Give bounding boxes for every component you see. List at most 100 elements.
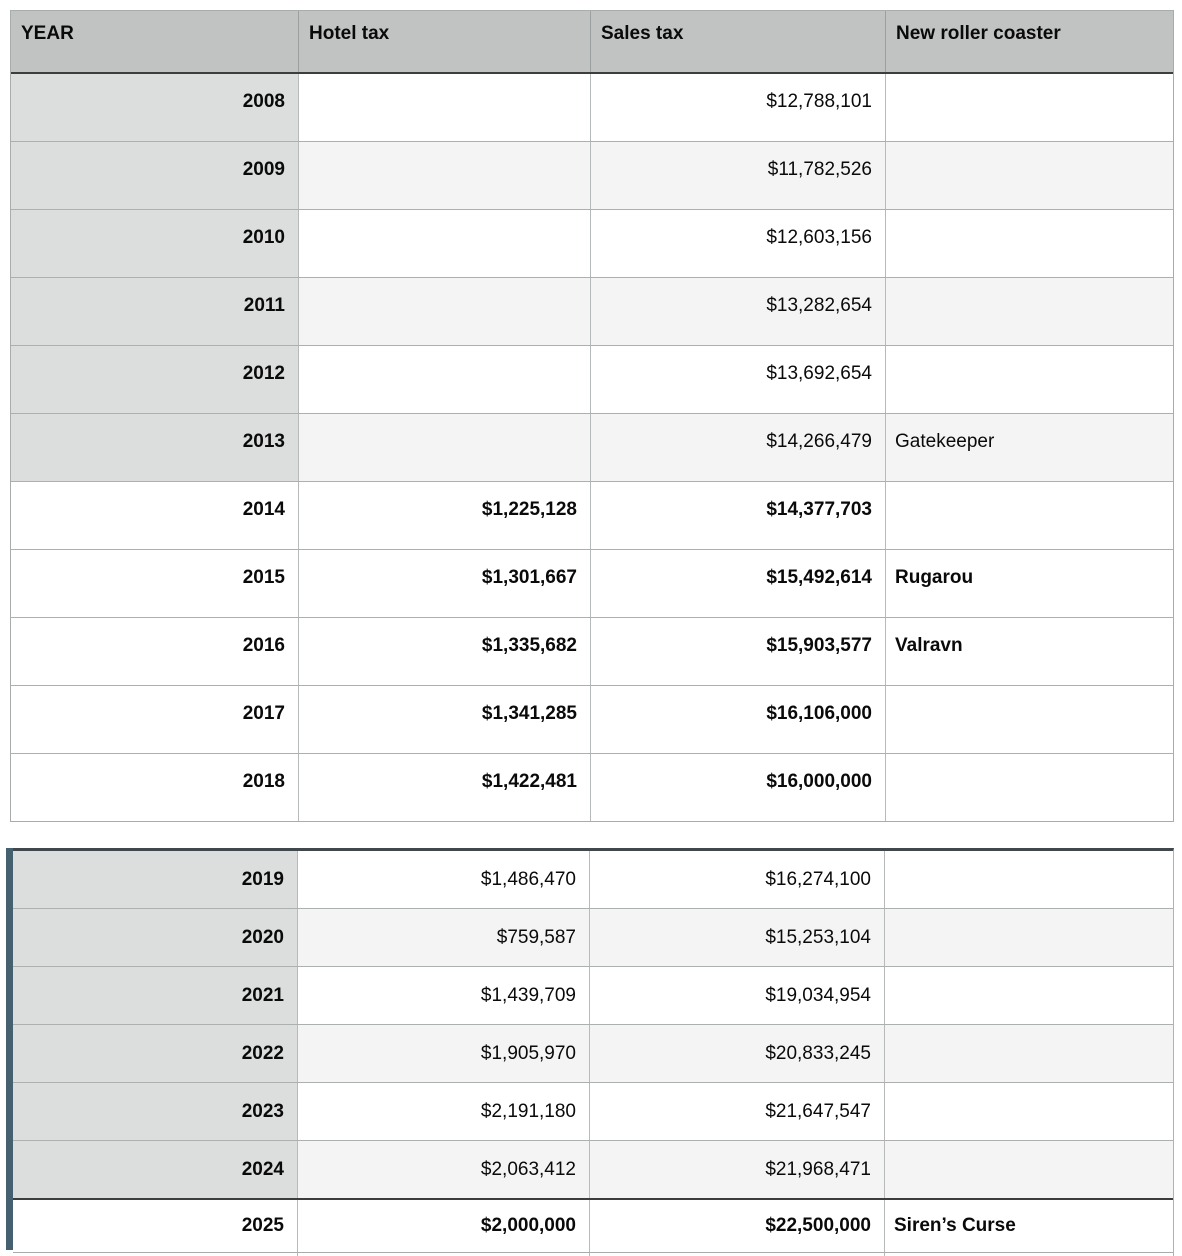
lower-rows: 2019 $1,486,470 $16,274,100 2020 $759,587 $15…	[13, 851, 1173, 1252]
table-row: 2008 $12,788,101	[11, 74, 1173, 141]
table-row: 2024 $2,063,412 $21,968,471	[13, 1140, 1173, 1198]
table-row: 2022 $1,905,970 $20,833,245	[13, 1024, 1173, 1082]
year-cell[interactable]: 2022	[13, 1025, 298, 1082]
selection-edge-bar	[6, 848, 13, 1250]
table-row: 2016 $1,335,682 $15,903,577 Valravn	[11, 617, 1173, 685]
hotel-tax-cell[interactable]: $1,439,709	[298, 967, 590, 1024]
hotel-tax-cell[interactable]	[299, 278, 591, 345]
header-row: YEAR Hotel tax Sales tax New roller coaster	[11, 11, 1173, 74]
coaster-cell[interactable]	[886, 686, 1173, 753]
table-row: 2011 $13,282,654	[11, 277, 1173, 345]
coaster-cell[interactable]: Rugarou	[895, 566, 974, 588]
hotel-tax-cell[interactable]	[299, 210, 591, 277]
table-row: 2023 $2,191,180 $21,647,547	[13, 1082, 1173, 1140]
year-cell[interactable]: 2021	[13, 967, 298, 1024]
sales-tax-cell[interactable]: $21,647,547	[590, 1083, 885, 1140]
coaster-cell[interactable]	[886, 142, 1173, 209]
year-cell[interactable]: 2020	[13, 909, 298, 966]
sales-tax-cell[interactable]: $13,282,654	[591, 278, 886, 345]
coaster-cell[interactable]	[886, 346, 1173, 413]
year-cell[interactable]: 2019	[13, 851, 298, 908]
table-row: 2021 $1,439,709 $19,034,954	[13, 966, 1173, 1024]
year-cell[interactable]: 2012	[11, 346, 299, 413]
year-cell[interactable]: 2011	[11, 278, 299, 345]
year-cell[interactable]: 2018	[11, 754, 299, 821]
table-row: 2014 $1,225,128 $14,377,703	[11, 481, 1173, 549]
hotel-tax-cell[interactable]: $1,225,128	[299, 482, 591, 549]
hotel-tax-cell[interactable]	[299, 346, 591, 413]
table-row: 2010 $12,603,156	[11, 209, 1173, 277]
year-cell[interactable]: 2008	[11, 74, 299, 141]
year-cell[interactable]: 2017	[11, 686, 299, 753]
coaster-cell[interactable]	[885, 1141, 1173, 1198]
tax-table-lower: 2019 $1,486,470 $16,274,100 2020 $759,587 $15…	[13, 848, 1174, 1256]
sales-tax-cell[interactable]: $12,788,101	[591, 74, 886, 141]
coaster-cell[interactable]: Valravn	[895, 634, 963, 656]
sales-tax-cell[interactable]: $11,782,526	[591, 142, 886, 209]
sales-tax-cell[interactable]: $19,034,954	[590, 967, 885, 1024]
column-header-new-roller-coaster[interactable]: New roller coaster	[896, 22, 1061, 44]
coaster-cell[interactable]	[886, 754, 1173, 821]
column-header-sales-tax[interactable]: Sales tax	[591, 11, 886, 72]
sales-tax-cell[interactable]: $15,253,104	[590, 909, 885, 966]
sales-tax-cell[interactable]: $16,106,000	[591, 686, 886, 753]
hotel-tax-cell[interactable]: $1,486,470	[298, 851, 590, 908]
hotel-tax-cell[interactable]: $2,000,000	[298, 1200, 590, 1252]
sales-tax-cell[interactable]: $16,274,100	[590, 851, 885, 908]
partial-next-row	[13, 1252, 1173, 1256]
year-cell[interactable]: 2023	[13, 1083, 298, 1140]
table-row: 2013 $14,266,479 Gatekeeper	[11, 413, 1173, 481]
hotel-tax-cell[interactable]: $1,335,682	[299, 618, 591, 685]
hotel-tax-cell[interactable]	[299, 414, 591, 481]
table-row: 2012 $13,692,654	[11, 345, 1173, 413]
sales-tax-cell[interactable]: $21,968,471	[590, 1141, 885, 1198]
coaster-cell[interactable]	[885, 1083, 1173, 1140]
table-row: 2015 $1,301,667 $15,492,614 Rugarou	[11, 549, 1173, 617]
hotel-tax-cell[interactable]	[299, 74, 591, 141]
sales-tax-cell[interactable]: $14,377,703	[591, 482, 886, 549]
coaster-cell[interactable]	[886, 74, 1173, 141]
hotel-tax-cell[interactable]: $759,587	[298, 909, 590, 966]
table-row: 2017 $1,341,285 $16,106,000	[11, 685, 1173, 753]
table-row: 2020 $759,587 $15,253,104	[13, 908, 1173, 966]
hotel-tax-cell[interactable]: $2,063,412	[298, 1141, 590, 1198]
coaster-cell[interactable]: Gatekeeper	[886, 414, 1173, 481]
hotel-tax-cell[interactable]: $1,905,970	[298, 1025, 590, 1082]
year-cell[interactable]: 2009	[11, 142, 299, 209]
year-cell[interactable]: 2010	[11, 210, 299, 277]
hotel-tax-cell[interactable]	[299, 142, 591, 209]
sales-tax-cell[interactable]: $15,492,614	[591, 550, 886, 617]
hotel-tax-cell[interactable]: $1,422,481	[299, 754, 591, 821]
year-cell[interactable]: 2025	[13, 1200, 298, 1252]
column-header-year[interactable]: YEAR	[11, 11, 299, 72]
year-cell[interactable]: 2013	[11, 414, 299, 481]
coaster-cell[interactable]	[886, 482, 1173, 549]
coaster-cell[interactable]	[885, 851, 1173, 908]
coaster-cell[interactable]	[885, 967, 1173, 1024]
sales-tax-cell[interactable]: $16,000,000	[591, 754, 886, 821]
hotel-tax-cell[interactable]: $2,191,180	[298, 1083, 590, 1140]
year-cell[interactable]: 2024	[13, 1141, 298, 1198]
table-row: 2018 $1,422,481 $16,000,000	[11, 753, 1173, 821]
sales-tax-cell[interactable]: $20,833,245	[590, 1025, 885, 1082]
coaster-cell[interactable]: Siren’s Curse	[894, 1215, 1016, 1236]
table-row: 2009 $11,782,526	[11, 141, 1173, 209]
hotel-tax-cell[interactable]: $1,341,285	[299, 686, 591, 753]
coaster-cell[interactable]	[886, 278, 1173, 345]
coaster-cell[interactable]	[886, 210, 1173, 277]
hotel-tax-cell[interactable]: $1,301,667	[299, 550, 591, 617]
column-header-hotel-tax[interactable]: Hotel tax	[299, 11, 591, 72]
coaster-cell[interactable]	[885, 1025, 1173, 1082]
table-row: 2025 $2,000,000 $22,500,000 Siren’s Curse	[13, 1198, 1173, 1252]
coaster-cell[interactable]	[885, 909, 1173, 966]
year-cell[interactable]: 2015	[11, 550, 299, 617]
tax-table-upper: YEAR Hotel tax Sales tax New roller coaster…	[10, 10, 1174, 822]
sales-tax-cell[interactable]: $13,692,654	[591, 346, 886, 413]
table-row: 2019 $1,486,470 $16,274,100	[13, 851, 1173, 908]
year-cell[interactable]: 2014	[11, 482, 299, 549]
year-cell[interactable]: 2016	[11, 618, 299, 685]
sales-tax-cell[interactable]: $22,500,000	[590, 1200, 885, 1252]
sales-tax-cell[interactable]: $12,603,156	[591, 210, 886, 277]
sales-tax-cell[interactable]: $14,266,479	[591, 414, 886, 481]
sales-tax-cell[interactable]: $15,903,577	[591, 618, 886, 685]
